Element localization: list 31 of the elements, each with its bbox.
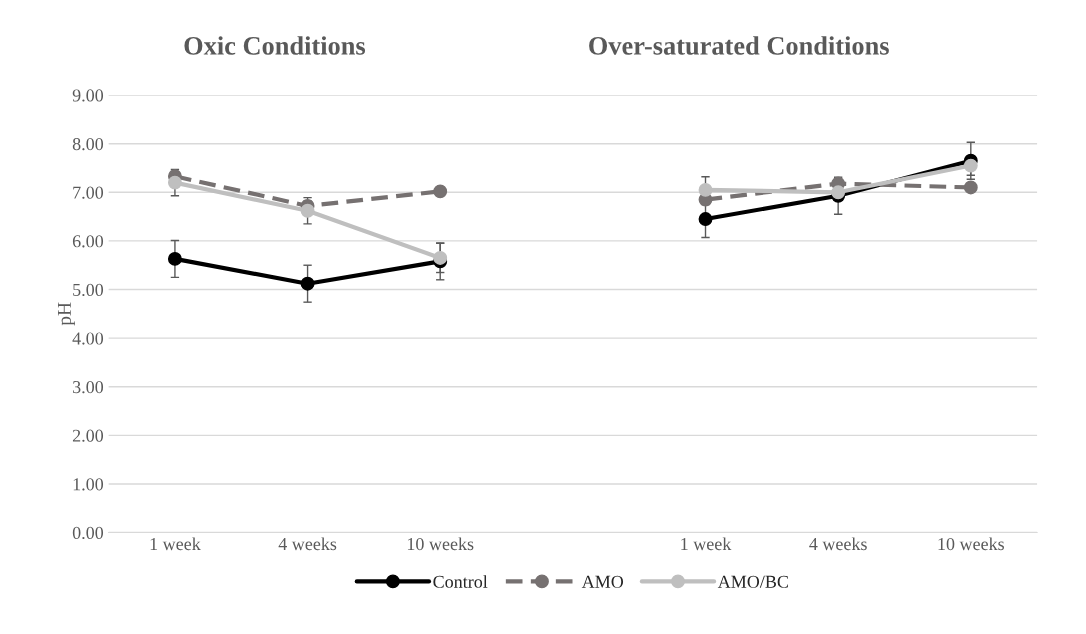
x-tick-label: 4 weeks: [809, 537, 867, 551]
point: [963, 180, 978, 195]
point: [698, 212, 713, 226]
point: [433, 250, 448, 265]
x-tick-label: 1 week: [681, 537, 732, 551]
x-tick-label: 1 week: [150, 537, 201, 551]
text: Oxic Conditions: [184, 36, 366, 55]
legend-label: AMO/BC: [717, 575, 788, 588]
point: [433, 184, 448, 199]
y-tick-label: 8.00: [72, 137, 104, 151]
y-tick-label: 1.00: [73, 478, 104, 491]
legend-label: AMO: [581, 575, 624, 588]
x-tick-label: 4 weeks: [278, 537, 337, 551]
y-tick-label: 4.00: [72, 332, 104, 345]
legend-label: Control: [433, 575, 488, 588]
x-tick-label: 10 weeks: [407, 537, 474, 551]
point: [167, 251, 182, 266]
point: [300, 276, 315, 291]
y-tick-label: 6.00: [72, 235, 104, 248]
y-tick-label: 3.00: [73, 381, 104, 394]
point: [167, 175, 182, 190]
y-axis-title: pH: [58, 302, 75, 326]
y-tick-label: 5.00: [73, 283, 104, 297]
x-tick-label: 10 weeks: [938, 537, 1004, 551]
y-tick-label: 0.00: [72, 526, 104, 540]
y-tick-label: 2.00: [72, 429, 104, 442]
point: [300, 203, 315, 218]
y-tick-label: 7.00: [73, 186, 104, 199]
text: Over-saturated Conditions: [589, 36, 889, 55]
y-tick-label: 9.00: [72, 89, 104, 102]
point: [698, 182, 713, 197]
